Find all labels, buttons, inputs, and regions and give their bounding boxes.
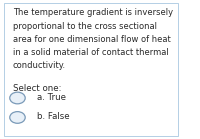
Text: a. True: a. True: [37, 93, 66, 102]
Text: proportional to the cross sectional: proportional to the cross sectional: [13, 22, 157, 31]
Circle shape: [10, 112, 25, 123]
Circle shape: [10, 92, 25, 104]
Text: area for one dimensional flow of heat: area for one dimensional flow of heat: [13, 35, 171, 44]
Text: conductivity.: conductivity.: [13, 61, 66, 70]
Text: in a solid material of contact thermal: in a solid material of contact thermal: [13, 48, 169, 57]
Text: Select one:: Select one:: [13, 84, 61, 93]
Text: b. False: b. False: [37, 112, 69, 121]
Text: The temperature gradient is inversely: The temperature gradient is inversely: [13, 8, 173, 17]
